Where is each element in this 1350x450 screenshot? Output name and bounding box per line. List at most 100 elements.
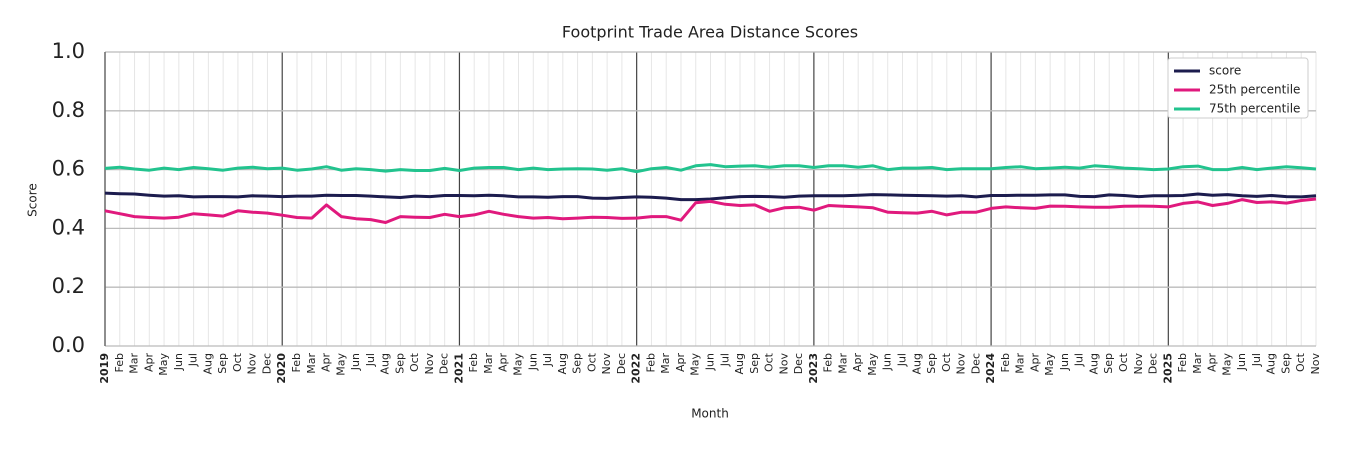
x-tick-label: Mar (305, 353, 318, 374)
x-tick-label: Oct (408, 352, 421, 372)
x-tick-label: Nov (423, 353, 436, 375)
x-tick-label: Jun (1058, 353, 1071, 371)
x-tick-label: Oct (763, 352, 776, 372)
x-tick-label: Aug (201, 353, 214, 374)
x-tick-label: May (157, 353, 170, 376)
x-tick-label: Apr (320, 353, 333, 373)
x-tick-label: Aug (910, 353, 923, 374)
y-tick-label: 1.0 (52, 39, 85, 63)
x-tick-label: Aug (556, 353, 569, 374)
x-tick-label: Jul (895, 353, 908, 367)
y-axis-label: Score (26, 183, 40, 217)
x-tick-label: Dec (260, 353, 273, 374)
x-tick-label: Sep (216, 353, 229, 374)
x-tick-label: Dec (969, 353, 982, 374)
line-series (104, 197, 1317, 224)
x-tick-label: Jul (1073, 353, 1086, 367)
x-tick-label: Dec (615, 353, 628, 374)
x-tick-label: Mar (836, 353, 849, 374)
x-tick-label: Nov (955, 353, 968, 375)
x-tick-label: Jul (541, 353, 554, 367)
x-tick-label: Jul (187, 353, 200, 367)
x-tick-label: Jun (172, 353, 185, 371)
x-tick-label: Jun (881, 353, 894, 371)
x-tick-label: Jun (1235, 353, 1248, 371)
x-tick-label: Oct (585, 352, 598, 372)
x-tick-label: Jul (718, 353, 731, 367)
x-tick-label: Feb (290, 353, 303, 372)
legend-label: 25th percentile (1209, 83, 1300, 97)
y-tick-label: 0.8 (52, 98, 85, 122)
x-tick-label: Jun (349, 353, 362, 371)
x-tick-label: May (1220, 353, 1233, 376)
x-tick-label: Oct (231, 352, 244, 372)
x-tick-label: Aug (733, 353, 746, 374)
x-tick-label: 2019 (98, 353, 111, 384)
x-tick-label: Oct (1117, 352, 1130, 372)
line-series (104, 191, 1317, 202)
x-tick-label: Sep (1102, 353, 1115, 374)
y-tick-label: 0.0 (52, 333, 85, 357)
x-tick-label: Apr (1206, 353, 1219, 373)
x-tick-label: Sep (1279, 353, 1292, 374)
legend-label: score (1209, 64, 1241, 78)
x-tick-label: 2022 (630, 353, 643, 384)
x-tick-label: Jul (364, 353, 377, 367)
x-tick-label: Apr (851, 353, 864, 373)
x-tick-label: May (866, 353, 879, 376)
x-tick-label: Apr (1028, 353, 1041, 373)
line-series (104, 163, 1317, 174)
x-tick-label: Sep (925, 353, 938, 374)
x-tick-label: 2024 (984, 353, 997, 384)
x-tick-label: Apr (142, 353, 155, 373)
x-tick-label: Jun (704, 353, 717, 371)
chart-title: Footprint Trade Area Distance Scores (562, 23, 858, 42)
x-tick-label: Nov (1309, 353, 1322, 375)
x-tick-label: Sep (571, 353, 584, 374)
x-tick-label: 2023 (807, 353, 820, 384)
x-tick-label: Mar (128, 353, 141, 374)
x-tick-label: Jul (1250, 353, 1263, 367)
x-tick-label: Jun (526, 353, 539, 371)
x-tick-label: Nov (246, 353, 259, 375)
x-tick-label: 2025 (1161, 353, 1174, 384)
x-tick-label: Feb (999, 353, 1012, 372)
legend-box (1167, 57, 1309, 119)
x-tick-label: Aug (1265, 353, 1278, 374)
x-tick-label: Mar (1191, 353, 1204, 374)
x-tick-label: Mar (1014, 353, 1027, 374)
y-tick-label: 0.4 (52, 215, 85, 239)
x-tick-label: Feb (1176, 353, 1189, 372)
x-axis-label: Month (691, 407, 729, 421)
x-tick-label: May (1043, 353, 1056, 376)
x-tick-label: 2020 (275, 353, 288, 384)
x-tick-label: Nov (600, 353, 613, 375)
y-tick-label: 0.6 (52, 157, 85, 181)
legend-label: 75th percentile (1209, 102, 1300, 116)
x-tick-label: 2021 (452, 353, 465, 384)
x-tick-label: Feb (644, 353, 657, 372)
x-tick-label: Mar (482, 353, 495, 374)
x-tick-label: Apr (497, 353, 510, 373)
x-tick-label: Sep (748, 353, 761, 374)
x-tick-label: Dec (1147, 353, 1160, 374)
x-tick-label: Feb (467, 353, 480, 372)
x-tick-label: May (512, 353, 525, 376)
x-tick-label: Aug (1087, 353, 1100, 374)
y-tick-label: 0.2 (52, 274, 85, 298)
x-tick-label: Mar (659, 353, 672, 374)
x-tick-label: Dec (438, 353, 451, 374)
x-tick-label: Feb (822, 353, 835, 372)
x-tick-label: Nov (777, 353, 790, 375)
x-tick-label: Feb (113, 353, 126, 372)
x-tick-label: May (334, 353, 347, 376)
x-tick-label: Oct (940, 352, 953, 372)
x-tick-label: Nov (1132, 353, 1145, 375)
x-tick-label: May (689, 353, 702, 376)
x-tick-label: Dec (792, 353, 805, 374)
x-tick-label: Sep (393, 353, 406, 374)
x-tick-label: Aug (379, 353, 392, 374)
x-tick-label: Oct (1294, 352, 1307, 372)
x-tick-label: Apr (674, 353, 687, 373)
